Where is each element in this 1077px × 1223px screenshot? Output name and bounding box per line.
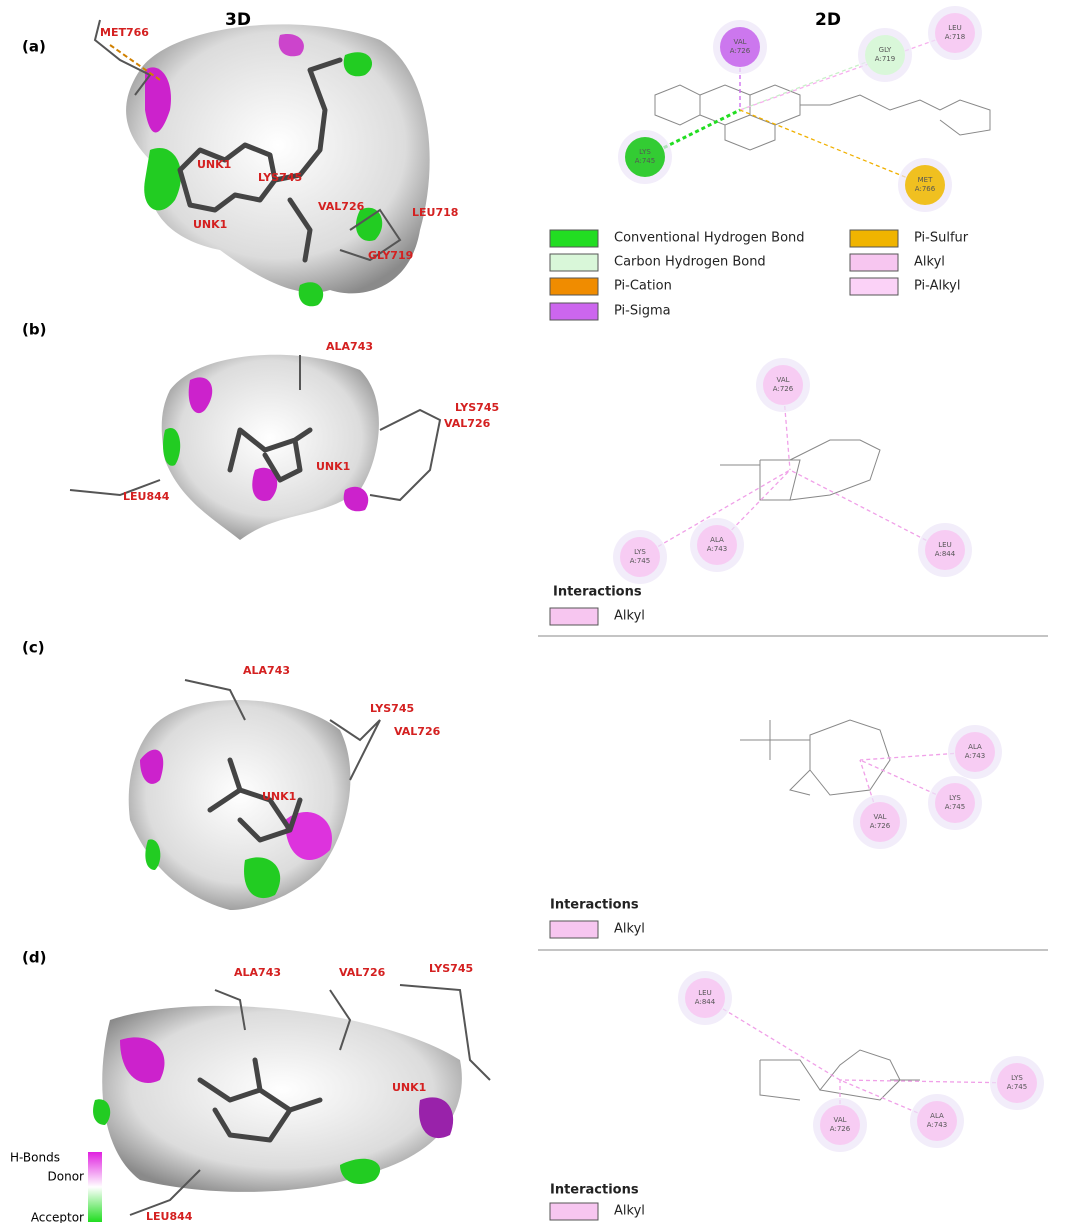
residue-name: VAL xyxy=(733,38,746,46)
legend-swatch xyxy=(850,254,898,271)
residue-chain: A:745 xyxy=(635,157,655,165)
legend-label: Alkyl xyxy=(614,609,645,624)
residue-3d: GLY719 xyxy=(368,249,413,262)
residue-name: VAL xyxy=(873,813,886,821)
panel-label: (c) xyxy=(22,639,45,657)
residue-3d: LEU844 xyxy=(146,1210,193,1223)
residue-chain: A:745 xyxy=(1007,1083,1027,1091)
legend-swatch xyxy=(550,278,598,295)
legend-swatch xyxy=(550,1203,598,1220)
colorbar xyxy=(88,1152,102,1222)
legend-title: Interactions xyxy=(550,1183,639,1198)
panel-label: (d) xyxy=(22,949,46,967)
residue-3d: VAL726 xyxy=(318,200,365,213)
residue-name: LEU xyxy=(698,989,711,997)
residue-name: GLY xyxy=(879,46,892,54)
residue-chain: A:726 xyxy=(870,822,891,830)
legend-swatch xyxy=(550,921,598,938)
legend-label: Pi-Cation xyxy=(614,279,672,294)
legend-label: Pi-Sulfur xyxy=(914,231,969,246)
figure: 3D 2D H-Bonds Donor Acceptor (a) MET766 UN… xyxy=(0,0,1077,1223)
panel-label: (a) xyxy=(22,38,46,56)
header-3d: 3D xyxy=(225,10,251,30)
legend-swatch xyxy=(550,608,598,625)
residue-3d: LEU844 xyxy=(123,490,170,503)
legend-swatch xyxy=(550,254,598,271)
legend-title: Interactions xyxy=(550,898,639,913)
residue-name: LEU xyxy=(938,541,951,549)
residue-3d: LYS745 xyxy=(429,962,473,975)
residue-name: ALA xyxy=(930,1112,944,1120)
legend-swatch xyxy=(850,278,898,295)
legend-label: Pi-Sigma xyxy=(614,304,671,319)
residue-chain: A:718 xyxy=(945,33,965,41)
residue-3d: LYS745 xyxy=(258,171,302,184)
residue-chain: A:743 xyxy=(707,545,727,553)
legend-swatch xyxy=(550,303,598,320)
legend-swatch xyxy=(550,230,598,247)
residue-3d: MET766 xyxy=(100,26,149,39)
residue-name: ALA xyxy=(968,743,982,751)
residue-chain: A:726 xyxy=(730,47,751,55)
residue-name: MET xyxy=(918,176,933,184)
residue-chain: A:766 xyxy=(915,185,936,193)
residue-3d: ALA743 xyxy=(243,664,290,677)
residue-chain: A:743 xyxy=(965,752,985,760)
residue-3d: UNK1 xyxy=(193,218,227,231)
legend-label: Alkyl xyxy=(914,255,945,270)
residue-name: LYS xyxy=(639,148,651,156)
residue-3d: UNK1 xyxy=(197,158,231,171)
residue-3d: VAL726 xyxy=(444,417,491,430)
legend-label: Conventional Hydrogen Bond xyxy=(614,231,805,246)
residue-chain: A:719 xyxy=(875,55,895,63)
residue-name: LYS xyxy=(949,794,961,802)
residue-3d: LEU718 xyxy=(412,206,458,219)
residue-3d: UNK1 xyxy=(316,460,350,473)
residue-3d: VAL726 xyxy=(394,725,441,738)
residue-name: LYS xyxy=(634,548,646,556)
residue-3d: ALA743 xyxy=(326,340,373,353)
residue-3d: UNK1 xyxy=(262,790,296,803)
residue-chain: A:726 xyxy=(773,385,794,393)
residue-chain: A:745 xyxy=(630,557,650,565)
residue-3d: LYS745 xyxy=(370,702,414,715)
colorbar-bottom: Acceptor xyxy=(31,1211,84,1223)
residue-chain: A:743 xyxy=(927,1121,947,1129)
header-2d: 2D xyxy=(815,10,841,30)
colorbar-top: Donor xyxy=(48,1170,85,1184)
legend-title: Interactions xyxy=(553,585,642,600)
panel-label: (b) xyxy=(22,321,46,339)
residue-name: LYS xyxy=(1011,1074,1023,1082)
legend-label: Alkyl xyxy=(614,922,645,937)
residue-name: ALA xyxy=(710,536,724,544)
residue-name: LEU xyxy=(948,24,961,32)
legend-label: Carbon Hydrogen Bond xyxy=(614,255,766,270)
residue-3d: UNK1 xyxy=(392,1081,426,1094)
residue-3d: LYS745 xyxy=(455,401,499,414)
residue-chain: A:745 xyxy=(945,803,965,811)
colorbar-title: H-Bonds xyxy=(10,1151,60,1165)
legend-label: Alkyl xyxy=(614,1204,645,1219)
legend-label: Pi-Alkyl xyxy=(914,279,960,294)
residue-chain: A:844 xyxy=(695,998,716,1006)
residue-3d: ALA743 xyxy=(234,966,281,979)
residue-chain: A:844 xyxy=(935,550,956,558)
residue-chain: A:726 xyxy=(830,1125,851,1133)
residue-3d: VAL726 xyxy=(339,966,386,979)
residue-name: VAL xyxy=(833,1116,846,1124)
residue-name: VAL xyxy=(776,376,789,384)
legend-swatch xyxy=(850,230,898,247)
